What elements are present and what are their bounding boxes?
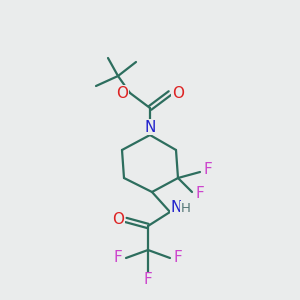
Text: N: N bbox=[144, 119, 156, 134]
Text: F: F bbox=[196, 187, 204, 202]
Text: F: F bbox=[204, 163, 212, 178]
Text: F: F bbox=[144, 272, 152, 287]
Text: O: O bbox=[116, 85, 128, 100]
Text: O: O bbox=[112, 212, 124, 227]
Text: N: N bbox=[170, 200, 182, 215]
Text: F: F bbox=[174, 250, 182, 266]
Text: O: O bbox=[172, 85, 184, 100]
Text: F: F bbox=[114, 250, 122, 266]
Text: H: H bbox=[181, 202, 191, 214]
